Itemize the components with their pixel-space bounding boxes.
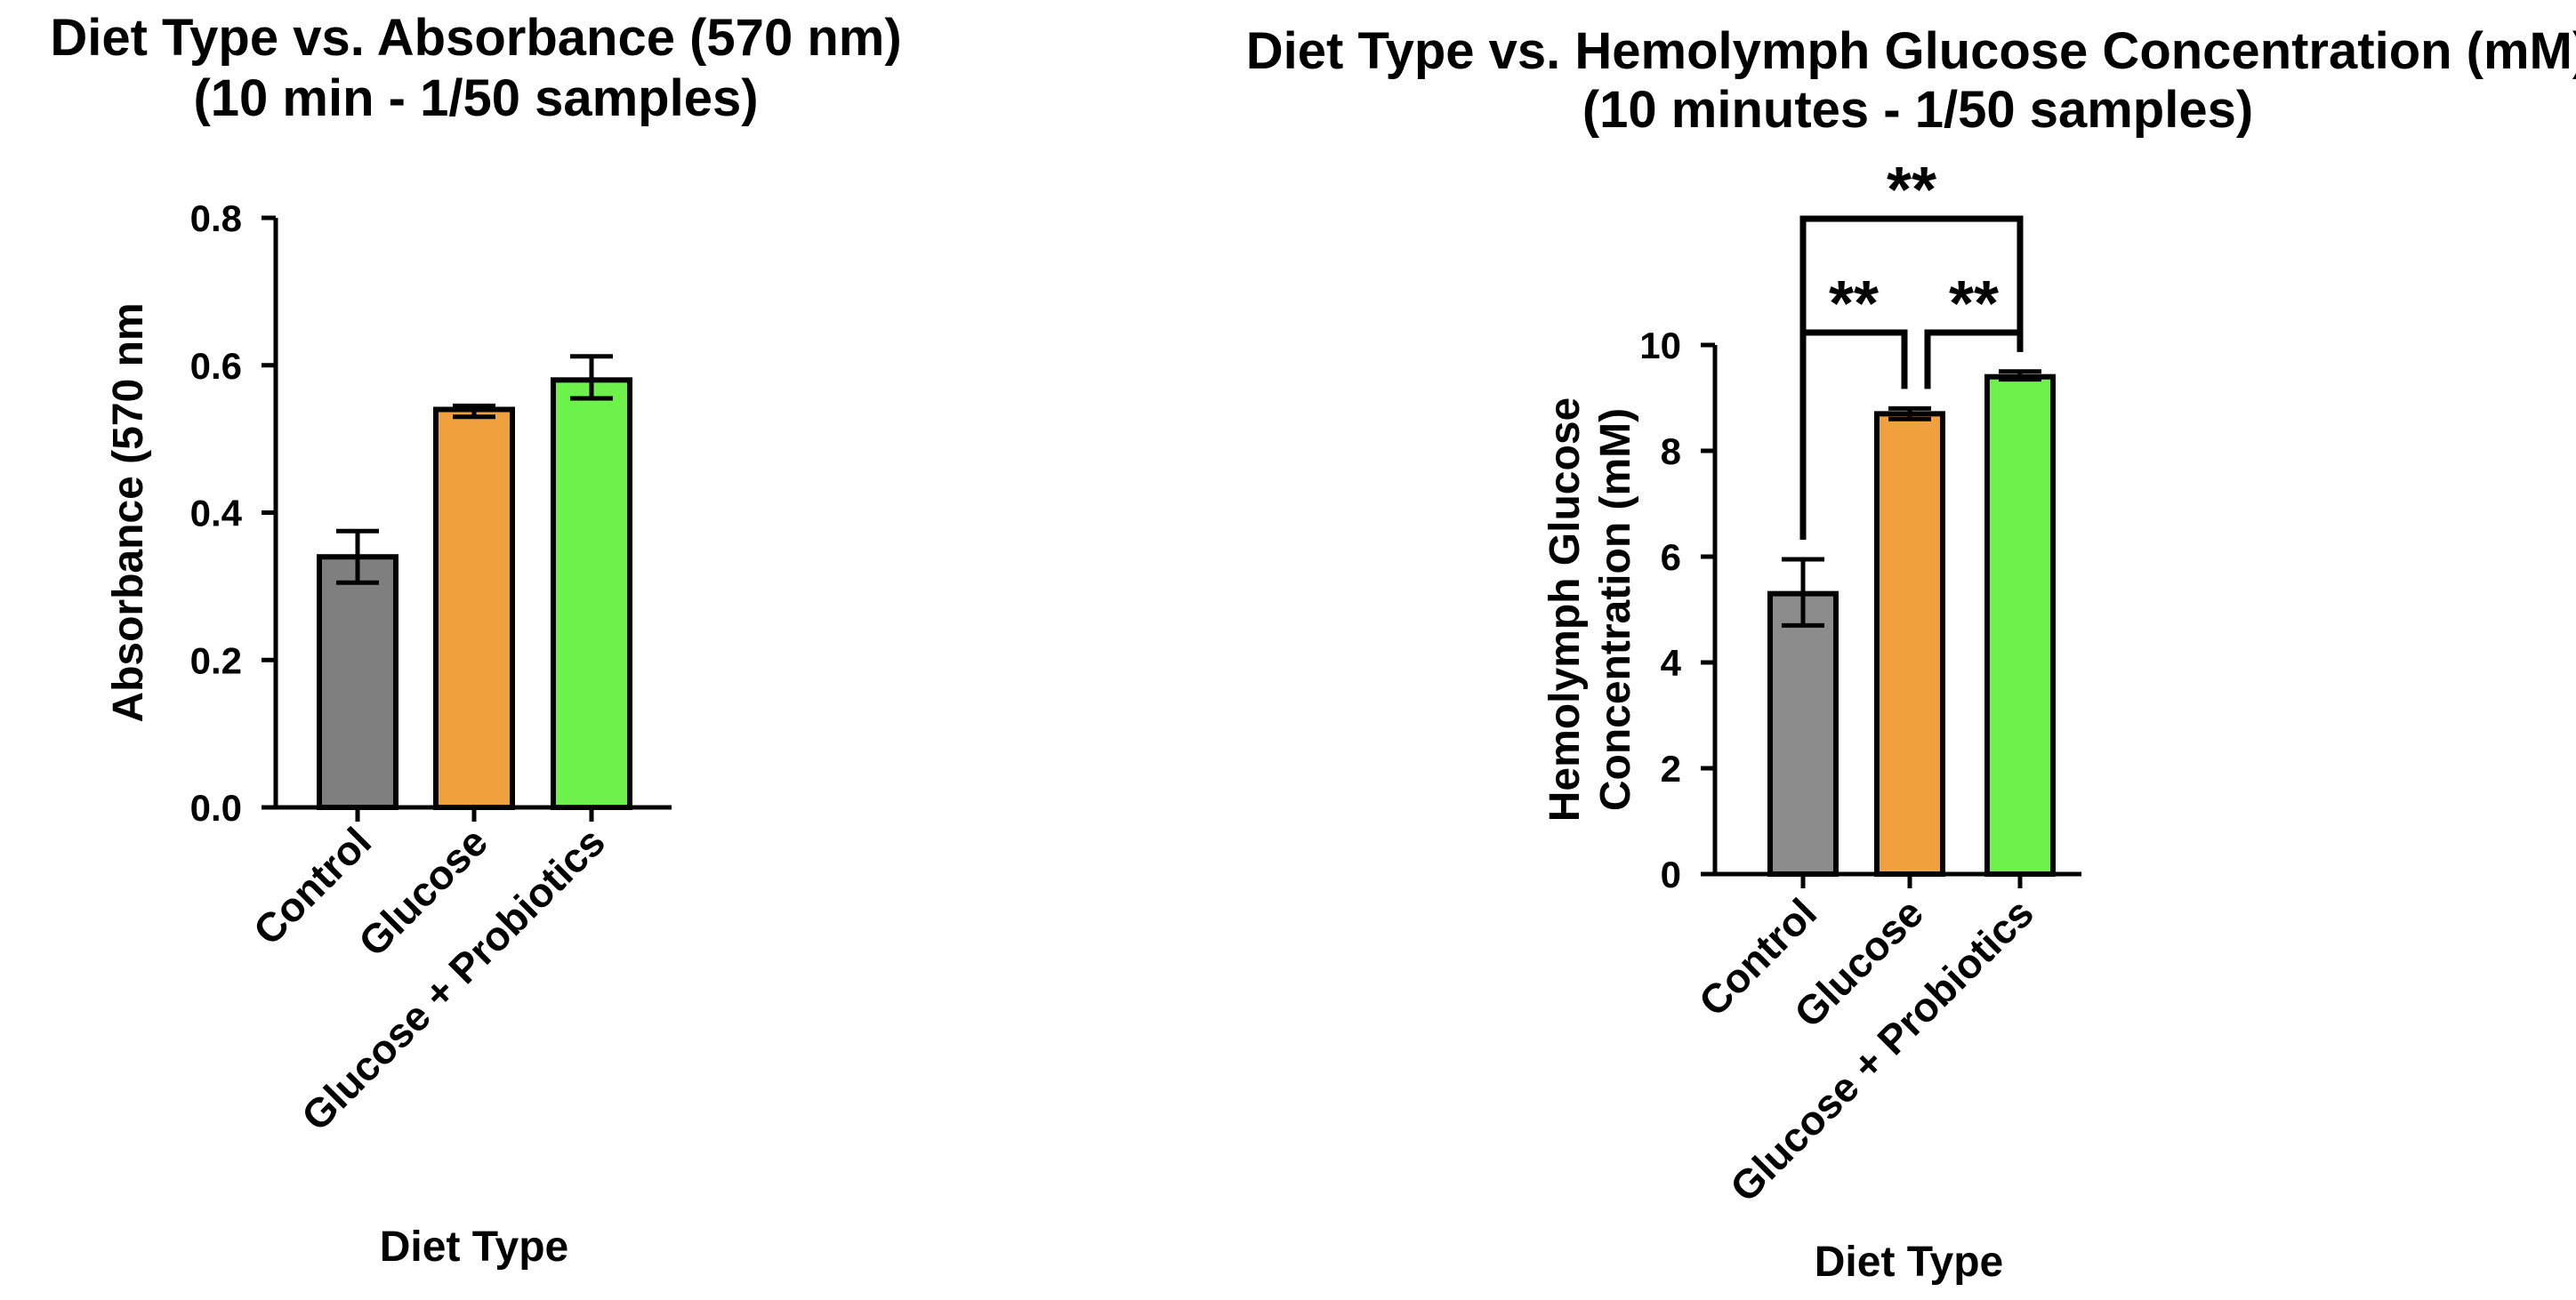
y-axis-title: Concentration (mM): [1592, 408, 1639, 811]
absorbance-chart: Diet Type vs. Absorbance (570 nm)(10 min…: [50, 9, 901, 1271]
y-tick-label: 0.4: [190, 493, 243, 534]
y-tick-label: 0.6: [190, 345, 242, 387]
bar-glucose: [1874, 411, 1945, 878]
y-tick-label: 6: [1661, 536, 1681, 578]
y-axis-title: Absorbance (570 nm: [105, 302, 152, 722]
y-tick-label: 8: [1661, 430, 1681, 472]
x-axis-title: Diet Type: [1815, 1239, 2003, 1286]
bar-glucose: [433, 406, 515, 810]
significance-label: **: [1949, 269, 1999, 340]
bar-glucose-probiotics: [551, 377, 632, 810]
y-tick-label: 0: [1661, 854, 1681, 895]
significance-label: **: [1887, 155, 1936, 226]
y-axis-title: Hemolymph Glucose: [1542, 397, 1589, 822]
glucose-concentration-chart: Diet Type vs. Hemolymph Glucose Concentr…: [1246, 22, 2576, 1286]
y-tick-label: 2: [1661, 748, 1681, 790]
y-tick-label: 10: [1639, 325, 1681, 366]
chart-title-line: (10 minutes - 1/50 samples): [1582, 81, 2253, 139]
significance-bracket: [1799, 215, 2024, 540]
y-tick-label: 0.2: [190, 639, 242, 681]
y-tick-label: 4: [1661, 642, 1682, 684]
chart-title-line: (10 min - 1/50 samples): [193, 69, 758, 127]
chart-title-line: Diet Type vs. Absorbance (570 nm): [50, 9, 901, 67]
x-axis-title: Diet Type: [380, 1224, 568, 1271]
bar-control: [1767, 590, 1839, 878]
y-tick-label: 0.0: [190, 787, 242, 829]
significance-label: **: [1829, 269, 1879, 340]
bar-glucose-probiotics: [1984, 373, 2056, 877]
bar-control: [317, 554, 398, 810]
chart-title-line: Diet Type vs. Hemolymph Glucose Concentr…: [1246, 22, 2576, 80]
y-tick-label: 0.8: [190, 197, 242, 239]
